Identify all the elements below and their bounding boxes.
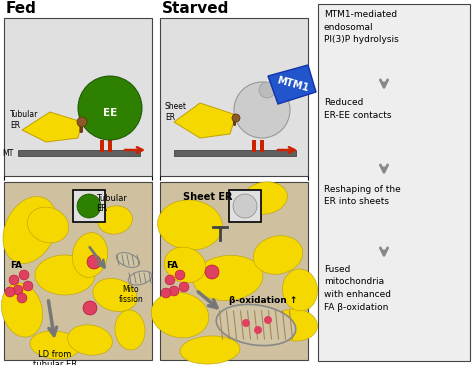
Bar: [73, 190, 105, 222]
Ellipse shape: [216, 304, 296, 346]
Ellipse shape: [73, 233, 108, 277]
Circle shape: [161, 288, 171, 298]
Text: Starved: Starved: [162, 1, 229, 16]
Circle shape: [234, 82, 290, 138]
Text: PI3P: PI3P: [98, 85, 122, 95]
Circle shape: [169, 286, 179, 296]
Ellipse shape: [151, 292, 209, 338]
Circle shape: [242, 319, 250, 327]
Text: Mito
fission: Mito fission: [118, 285, 143, 304]
Bar: [4, 18, 152, 176]
Circle shape: [254, 326, 262, 334]
Ellipse shape: [283, 269, 318, 311]
Circle shape: [232, 114, 240, 122]
Circle shape: [165, 275, 175, 285]
Text: MTM1: MTM1: [276, 75, 310, 93]
Circle shape: [233, 194, 257, 218]
Bar: [229, 190, 261, 222]
Text: Reshaping of the
ER into sheets: Reshaping of the ER into sheets: [324, 185, 401, 207]
Circle shape: [87, 255, 101, 269]
Circle shape: [9, 275, 19, 285]
Circle shape: [78, 76, 142, 140]
Circle shape: [23, 281, 33, 291]
Circle shape: [179, 282, 189, 292]
Circle shape: [259, 82, 275, 98]
Text: β-oxidation ↑: β-oxidation ↑: [229, 296, 297, 305]
Text: Sheet
ER: Sheet ER: [165, 102, 187, 122]
Ellipse shape: [27, 207, 69, 243]
Polygon shape: [268, 65, 316, 104]
Ellipse shape: [253, 236, 303, 274]
Bar: [100, 140, 104, 152]
Bar: [160, 182, 308, 360]
Ellipse shape: [3, 197, 57, 264]
Circle shape: [17, 293, 27, 303]
Bar: [174, 150, 296, 156]
Text: FA: FA: [166, 261, 178, 270]
Circle shape: [83, 301, 97, 315]
Bar: [108, 140, 112, 152]
Text: LD from
tubular ER: LD from tubular ER: [33, 350, 77, 365]
Circle shape: [5, 287, 15, 297]
Circle shape: [205, 265, 219, 279]
Circle shape: [77, 117, 87, 127]
Ellipse shape: [35, 255, 95, 295]
Ellipse shape: [193, 255, 263, 301]
Polygon shape: [174, 103, 236, 138]
Ellipse shape: [157, 200, 222, 250]
Circle shape: [264, 316, 272, 324]
Bar: [160, 18, 308, 176]
Text: Fused
mitochondria
with enhanced
FA β-oxidation: Fused mitochondria with enhanced FA β-ox…: [324, 265, 391, 311]
Bar: [18, 150, 140, 156]
Text: FA: FA: [10, 261, 22, 270]
Bar: [252, 140, 256, 152]
Text: MT: MT: [3, 150, 14, 158]
Ellipse shape: [164, 247, 206, 283]
Bar: [318, 4, 470, 361]
Text: EE: EE: [103, 108, 117, 118]
Ellipse shape: [128, 271, 152, 285]
Bar: [4, 182, 152, 360]
Ellipse shape: [98, 206, 132, 234]
Ellipse shape: [93, 278, 137, 311]
Ellipse shape: [30, 331, 80, 359]
Ellipse shape: [115, 310, 145, 350]
Text: Sheet ER: Sheet ER: [183, 192, 233, 202]
Ellipse shape: [273, 309, 318, 341]
Text: Fed: Fed: [6, 1, 37, 16]
Ellipse shape: [243, 182, 287, 214]
Text: Reduced
ER-EE contacts: Reduced ER-EE contacts: [324, 98, 392, 119]
Ellipse shape: [1, 283, 43, 337]
Text: Tubular
ER: Tubular ER: [96, 194, 127, 214]
Bar: [260, 140, 264, 152]
Circle shape: [13, 285, 23, 295]
Ellipse shape: [117, 253, 139, 267]
Ellipse shape: [68, 325, 112, 355]
Ellipse shape: [180, 336, 240, 364]
Circle shape: [175, 270, 185, 280]
Text: MTM1-mediated
endosomal
PI(3)P hydrolysis: MTM1-mediated endosomal PI(3)P hydrolysi…: [324, 10, 399, 44]
Polygon shape: [22, 112, 82, 142]
Circle shape: [77, 194, 101, 218]
Circle shape: [19, 270, 29, 280]
Text: Tubular
ER: Tubular ER: [10, 110, 38, 130]
